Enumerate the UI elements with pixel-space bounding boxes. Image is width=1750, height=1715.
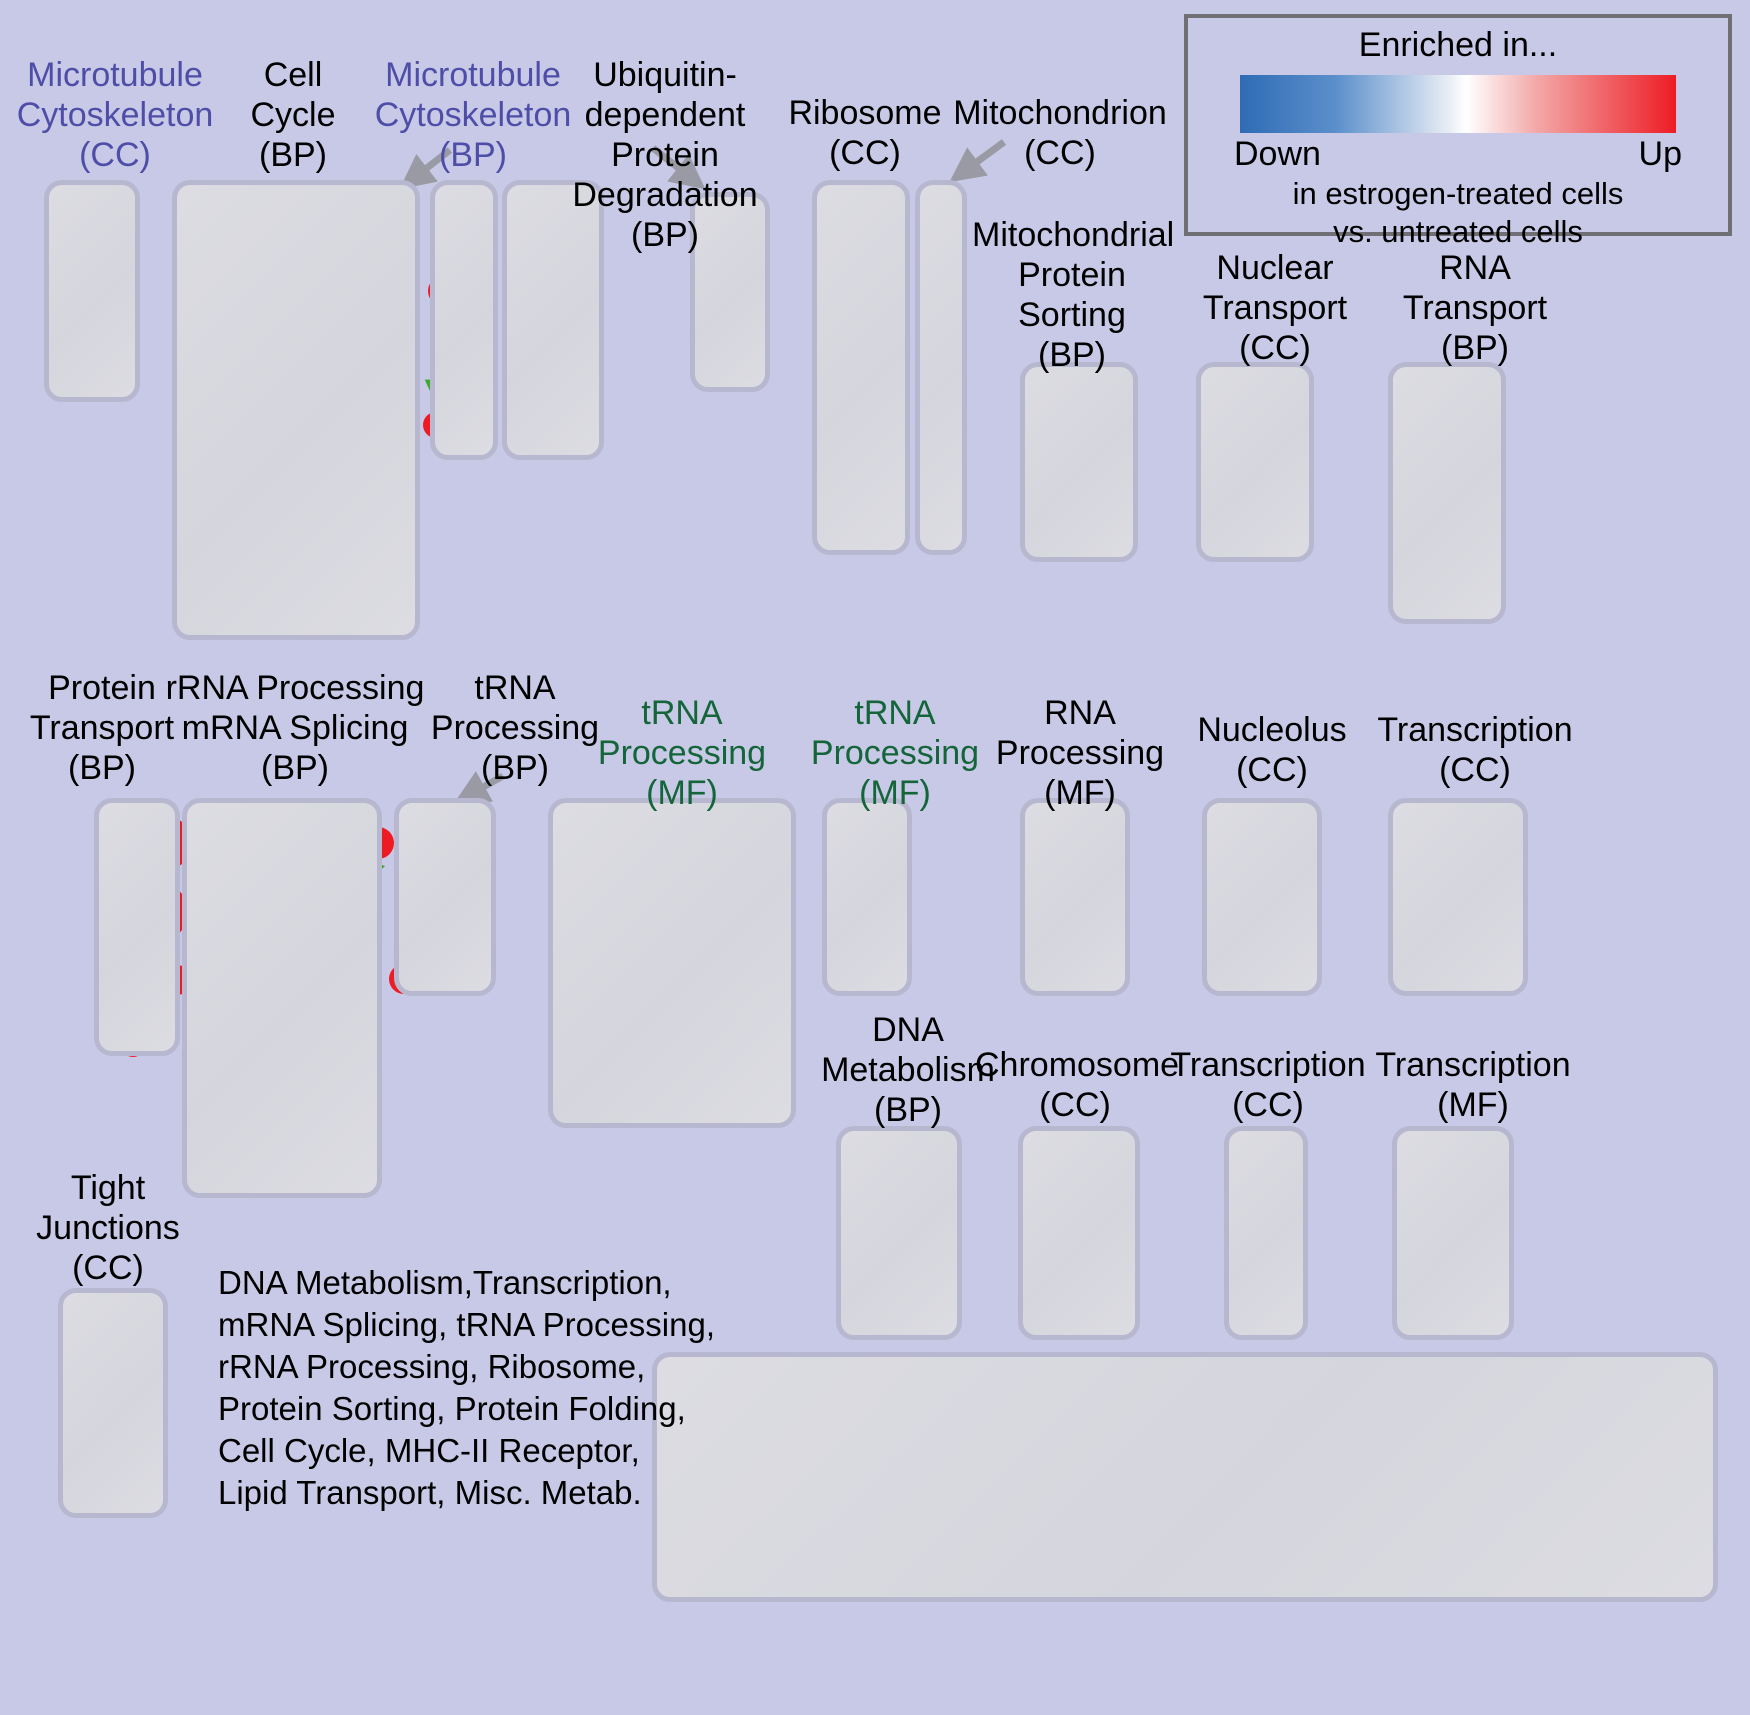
cluster-label-trna-processing-bp: tRNA Processing (BP) [430, 669, 600, 787]
legend-down-label: Down [1234, 135, 1321, 173]
cluster-label-microtubule-cytoskeleton-bp: Microtubule Cytoskeleton (BP) [374, 56, 572, 174]
mixed-cluster-caption: DNA Metabolism,Transcription, mRNA Splic… [218, 1264, 716, 1511]
cluster-box-trna-processing-mf-1[interactable] [548, 798, 796, 1128]
legend-subtitle-line2: vs. untreated cells [1333, 214, 1583, 249]
cluster-box-nuclear-transport-cc[interactable] [1196, 362, 1314, 562]
cluster-label-nucleolus-cc: Nucleolus (CC) [1197, 711, 1347, 789]
cluster-box-ubiquitin-dependent-protein-degradation-bp-left[interactable] [502, 180, 604, 460]
cluster-label-rna-processing-mf: RNA Processing (MF) [995, 694, 1165, 812]
cluster-box-tight-junctions-cc[interactable] [58, 1288, 168, 1518]
cluster-box-mixed-cluster-bottom[interactable] [652, 1352, 1718, 1602]
cluster-label-mitochondrion-cc: Mitochondrion (CC) [953, 94, 1167, 172]
legend-colorbar [1240, 75, 1676, 133]
cluster-box-rna-transport-bp[interactable] [1388, 362, 1506, 624]
cluster-label-trna-processing-mf-2: tRNA Processing (MF) [810, 694, 980, 812]
cluster-label-transcription-mf: Transcription (MF) [1375, 1046, 1571, 1124]
cluster-label-microtubule-cytoskeleton-cc: Microtubule Cytoskeleton (CC) [16, 56, 214, 174]
cluster-label-protein-transport-bp: Protein Transport (BP) [29, 669, 175, 787]
cluster-box-mitochondrion-cc[interactable] [915, 180, 967, 555]
legend-subtitle-line1: in estrogen-treated cells [1292, 176, 1624, 211]
legend-up-label: Up [1638, 135, 1682, 173]
cluster-box-mitochondrial-protein-sorting-bp[interactable] [1020, 362, 1138, 562]
cluster-label-rrna-processing-mrna-splicing-bp: rRNA Processing mRNA Splicing (BP) [165, 669, 425, 787]
cluster-label-rna-transport-bp: RNA Transport (BP) [1402, 249, 1548, 367]
cluster-label-dna-metabolism-bp: DNA Metabolism (BP) [821, 1011, 995, 1129]
cluster-box-transcription-cc-bottom[interactable] [1224, 1126, 1308, 1340]
cluster-label-mitochondrial-protein-sorting-bp: Mitochondrial Protein Sorting (BP) [972, 216, 1175, 374]
cluster-box-trna-processing-mf-2[interactable] [822, 798, 912, 996]
cluster-label-ubiquitin-dependent-protein-degradation-bp: Ubiquitin- dependent Protein Degradation… [572, 56, 758, 254]
cluster-label-nuclear-transport-cc: Nuclear Transport (CC) [1202, 249, 1348, 367]
cluster-box-trna-processing-bp[interactable] [394, 798, 496, 996]
cluster-box-nucleolus-cc[interactable] [1202, 798, 1322, 996]
cluster-box-microtubule-cytoskeleton-bp[interactable] [430, 180, 498, 460]
cluster-box-ubiquitin-dependent-protein-degradation-bp-right[interactable] [690, 192, 770, 392]
cluster-box-protein-transport-bp[interactable] [94, 798, 180, 1056]
cluster-box-chromosome-cc[interactable] [1018, 1126, 1140, 1340]
cluster-label-trna-processing-mf-1: tRNA Processing (MF) [597, 694, 767, 812]
cluster-box-cell-cycle-bp[interactable] [172, 180, 420, 640]
legend-panel: Enriched in... Down Up in estrogen-treat… [1184, 14, 1732, 249]
cluster-box-microtubule-cytoskeleton-cc[interactable] [44, 180, 140, 402]
cluster-label-ribosome-cc: Ribosome (CC) [788, 94, 942, 172]
cluster-label-cell-cycle-bp: Cell Cycle (BP) [250, 56, 336, 174]
cluster-label-tight-junctions-cc: Tight Junctions (CC) [36, 1169, 180, 1287]
cluster-box-dna-metabolism-bp[interactable] [836, 1126, 962, 1340]
cluster-box-rrna-processing-mrna-splicing-bp[interactable] [182, 798, 382, 1198]
cluster-box-rna-processing-mf[interactable] [1020, 798, 1130, 996]
cluster-label-transcription-cc-bottom: Transcription (CC) [1170, 1046, 1366, 1124]
legend-endpoints: Down Up [1188, 133, 1728, 174]
legend-title: Enriched in... [1358, 26, 1558, 64]
cluster-box-transcription-cc-top[interactable] [1388, 798, 1528, 996]
cluster-label-chromosome-cc: Chromosome (CC) [975, 1046, 1180, 1124]
cluster-box-transcription-mf[interactable] [1392, 1126, 1514, 1340]
cluster-box-ribosome-cc[interactable] [812, 180, 910, 555]
cluster-label-transcription-cc-top: Transcription (CC) [1377, 711, 1573, 789]
